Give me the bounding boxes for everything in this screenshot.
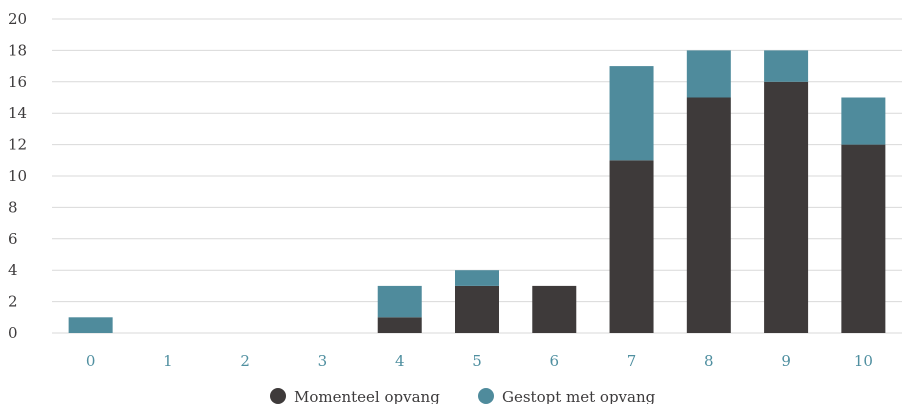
y-tick-label: 0 (8, 324, 18, 342)
x-tick-label: 8 (704, 352, 714, 370)
y-tick-label: 12 (8, 136, 27, 154)
y-tick-label: 16 (8, 73, 27, 91)
bar-segment-gestopt-met-opvang-4 (377, 285, 422, 318)
bar-segment-gestopt-met-opvang-8 (686, 50, 731, 98)
y-tick-label: 2 (8, 293, 18, 311)
bar-segment-momenteel-opvang-7 (609, 160, 654, 333)
bar-segment-gestopt-met-opvang-10 (841, 97, 886, 145)
x-tick-label: 1 (163, 352, 173, 370)
bar-segment-momenteel-opvang-4 (377, 317, 422, 333)
bar-segment-gestopt-met-opvang-0 (68, 317, 113, 333)
x-tick-label: 9 (781, 352, 791, 370)
x-tick-label: 0 (86, 352, 96, 370)
y-tick-label: 10 (8, 167, 27, 185)
bar-segment-momenteel-opvang-9 (764, 81, 809, 333)
bar-segment-momenteel-opvang-8 (686, 97, 731, 333)
x-tick-label: 7 (627, 352, 637, 370)
x-tick-label: 2 (240, 352, 250, 370)
legend: Momenteel opvang Gestopt met opvang (270, 388, 656, 404)
y-tick-label: 18 (8, 41, 27, 59)
legend-label-gestopt-met-opvang: Gestopt met opvang (502, 388, 656, 404)
bar-segment-momenteel-opvang-6 (532, 285, 577, 333)
bar-segment-gestopt-met-opvang-5 (455, 270, 499, 286)
y-tick-label: 14 (8, 104, 27, 122)
legend-swatch-momenteel-opvang (270, 388, 286, 404)
x-tick-label: 6 (549, 352, 559, 370)
y-axis-ticks: 0 2 4 6 8 10 12 14 16 18 20 (8, 10, 27, 342)
x-tick-label: 5 (472, 352, 482, 370)
x-tick-label: 4 (395, 352, 405, 370)
legend-swatch-gestopt-met-opvang (478, 388, 494, 404)
legend-label-momenteel-opvang: Momenteel opvang (294, 388, 440, 404)
bar-segment-momenteel-opvang-5 (455, 285, 499, 333)
bar-segment-momenteel-opvang-10 (841, 144, 886, 333)
bar-segment-gestopt-met-opvang-9 (764, 50, 809, 82)
y-tick-label: 6 (8, 230, 18, 248)
x-axis-ticks: 0 1 2 3 4 5 6 7 8 9 10 (86, 352, 873, 370)
y-tick-label: 8 (8, 198, 18, 216)
y-tick-label: 20 (8, 10, 27, 28)
bars-layer (68, 50, 886, 333)
grid-layer (52, 18, 902, 334)
x-tick-label: 10 (854, 352, 873, 370)
x-tick-label: 3 (318, 352, 328, 370)
y-tick-label: 4 (8, 261, 18, 279)
bar-segment-gestopt-met-opvang-7 (609, 66, 654, 161)
